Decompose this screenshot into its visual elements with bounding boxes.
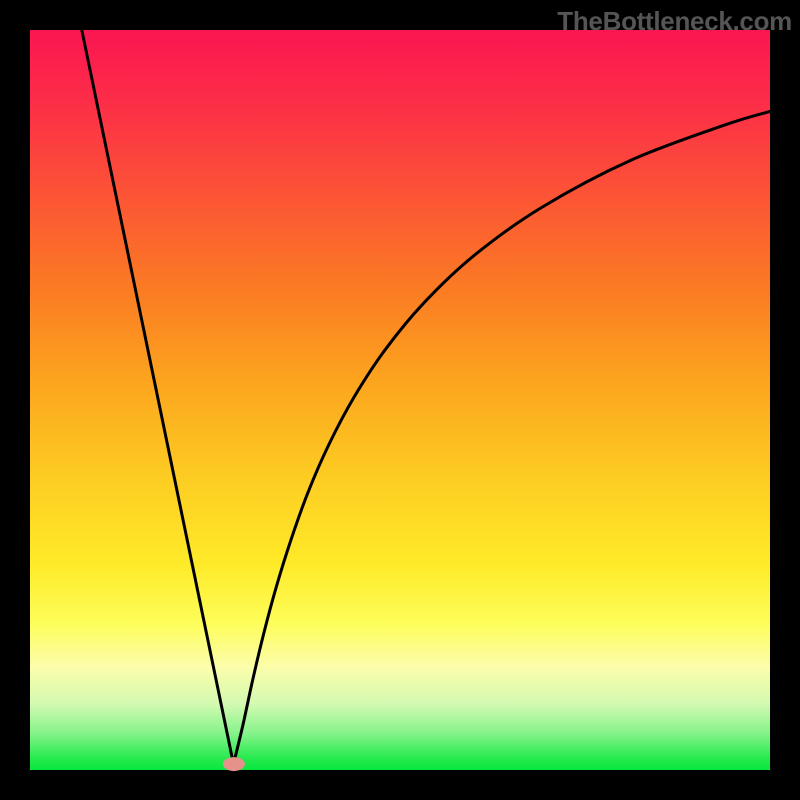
bottleneck-chart: [30, 30, 770, 770]
canvas-root: TheBottleneck.com: [0, 0, 800, 800]
plot-background: [30, 30, 770, 770]
vertex-marker: [223, 757, 245, 771]
watermark-text: TheBottleneck.com: [557, 6, 792, 37]
plot-area: [30, 30, 770, 770]
